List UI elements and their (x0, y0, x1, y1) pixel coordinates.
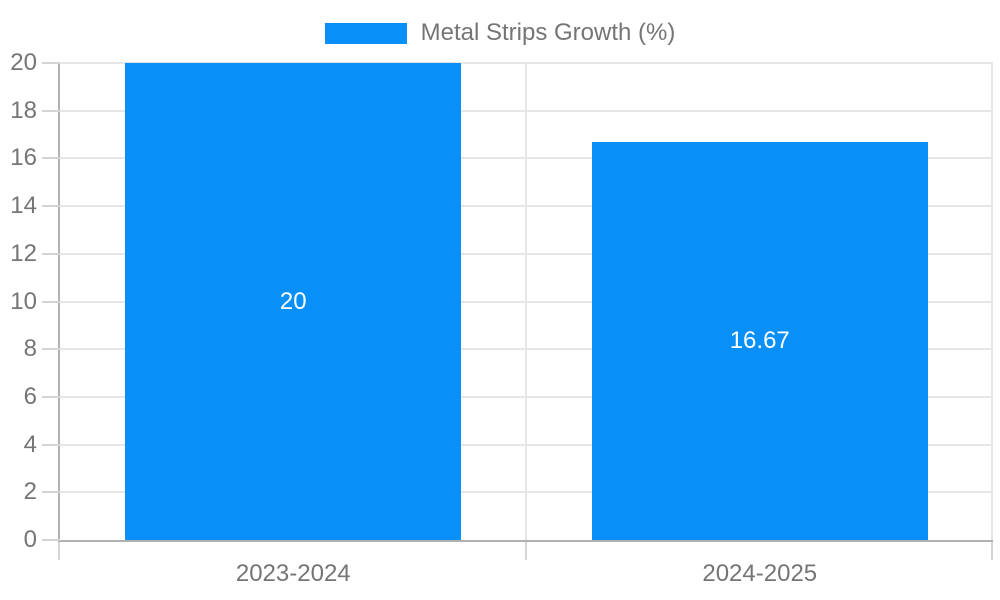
y-tick-label: 10 (10, 287, 37, 315)
y-tick-label: 2 (23, 478, 37, 506)
x-axis-tick-mark (991, 542, 993, 560)
y-tick-label: 14 (10, 192, 37, 220)
grid-line-horizontal (60, 205, 993, 208)
y-tick-label: 8 (23, 335, 37, 363)
plot-area: 20 16.67 (58, 62, 993, 542)
grid-line-horizontal (60, 300, 993, 303)
x-axis-tick-mark (524, 542, 527, 560)
x-category-label: 2023-2024 (235, 560, 351, 587)
bar: 20 (125, 63, 462, 540)
y-tick-label: 20 (10, 49, 37, 76)
bar-value-label: 16.67 (729, 327, 790, 355)
grid-line-vertical (991, 63, 993, 540)
legend[interactable]: Metal Strips Growth (%) (0, 19, 1000, 46)
legend-color-swatch (324, 22, 407, 44)
y-tick-label: 12 (10, 239, 37, 267)
grid-line-horizontal (60, 109, 993, 112)
grid-line-horizontal (60, 62, 993, 64)
grid-line-horizontal (60, 348, 993, 351)
y-tick-label: 6 (23, 382, 37, 410)
y-tick-label: 16 (10, 144, 37, 172)
x-axis-tick-mark (58, 542, 60, 560)
grid-line-horizontal (60, 252, 993, 255)
bar-value-label: 20 (279, 287, 307, 315)
bar: 16.67 (591, 142, 928, 540)
legend-label: Metal Strips Growth (%) (420, 19, 676, 46)
y-tick-label: 4 (23, 430, 37, 458)
grid-line-horizontal (60, 395, 993, 398)
grid-line-horizontal (60, 157, 993, 160)
y-tick-label: 0 (23, 526, 37, 553)
x-category-label: 2024-2025 (702, 560, 818, 587)
grid-line-vertical (524, 63, 527, 540)
y-tick-label: 18 (10, 96, 37, 124)
grid-line-horizontal (60, 491, 993, 494)
grid-line-horizontal (60, 443, 993, 446)
